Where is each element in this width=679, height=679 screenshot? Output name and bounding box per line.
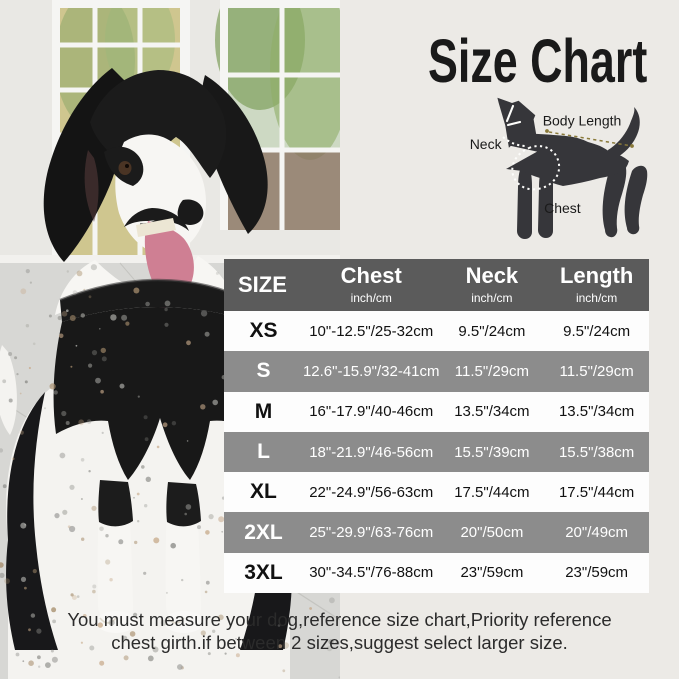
svg-text:Neck: Neck xyxy=(470,136,503,152)
svg-text:Body Length: Body Length xyxy=(543,112,622,128)
svg-text:Chest: Chest xyxy=(544,200,581,216)
